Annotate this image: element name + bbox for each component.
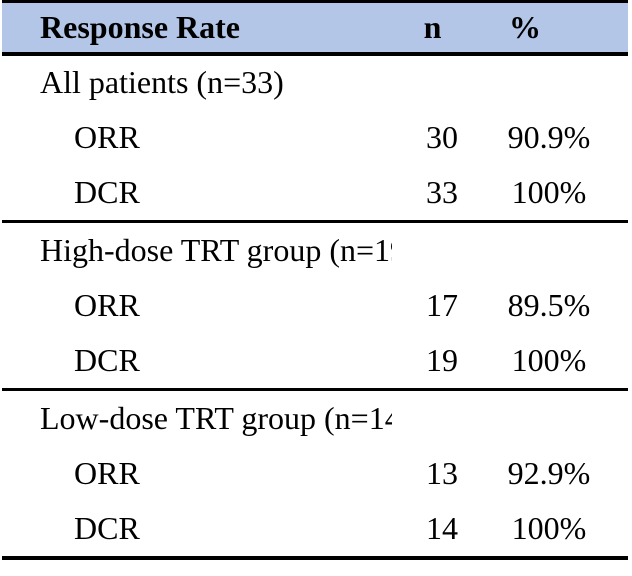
data-row-orr: ORR 13 92.9% xyxy=(2,446,628,502)
metric-n-value: 17 xyxy=(426,287,458,323)
data-row-orr: ORR 30 90.9% xyxy=(2,110,628,166)
metric-n-value: 14 xyxy=(392,501,492,560)
header-percent: % xyxy=(492,1,628,56)
group-label: Low-dose TRT group (n=14) xyxy=(40,399,392,436)
metric-label: ORR xyxy=(74,119,140,155)
metric-label: ORR xyxy=(74,287,140,323)
metric-percent-value: 100% xyxy=(492,333,628,391)
metric-n-value: 30 xyxy=(426,119,458,155)
metric-percent-value: 100% xyxy=(492,165,628,223)
metric-percent-value: 89.5% xyxy=(507,287,591,323)
data-row-orr: ORR 17 89.5% xyxy=(2,278,628,334)
metric-label: DCR xyxy=(2,165,392,223)
empty-cell xyxy=(492,54,628,110)
metric-label: ORR xyxy=(74,455,140,491)
group-label: High-dose TRT group (n=19) xyxy=(40,231,392,268)
metric-n-value: 33 xyxy=(392,165,492,223)
group-label: All patients (n=33) xyxy=(40,64,284,100)
group-row-low-dose: Low-dose TRT group (n=14) xyxy=(2,390,628,446)
empty-cell xyxy=(392,222,492,278)
metric-percent-value: 90.9% xyxy=(507,119,591,155)
empty-cell xyxy=(392,390,492,446)
group-row-high-dose: High-dose TRT group (n=19) xyxy=(2,222,628,278)
data-row-dcr: DCR 19 100% xyxy=(2,333,628,391)
group-row-all-patients: All patients (n=33) xyxy=(2,54,628,110)
data-row-dcr: DCR 33 100% xyxy=(2,165,628,223)
metric-percent-value: 92.9% xyxy=(507,455,591,491)
header-n: n xyxy=(392,1,492,56)
metric-label: DCR xyxy=(2,501,392,560)
header-response-rate: Response Rate xyxy=(2,1,392,56)
metric-percent-value: 100% xyxy=(492,501,628,560)
metric-n-value: 19 xyxy=(392,333,492,391)
empty-cell xyxy=(492,222,628,278)
empty-cell xyxy=(392,54,492,110)
response-rate-table: Response Rate n % All patients (n=33) OR… xyxy=(2,0,628,560)
header-row: Response Rate n % xyxy=(2,1,628,56)
empty-cell xyxy=(492,390,628,446)
metric-label: DCR xyxy=(2,333,392,391)
metric-n-value: 13 xyxy=(426,455,458,491)
data-row-dcr: DCR 14 100% xyxy=(2,501,628,560)
